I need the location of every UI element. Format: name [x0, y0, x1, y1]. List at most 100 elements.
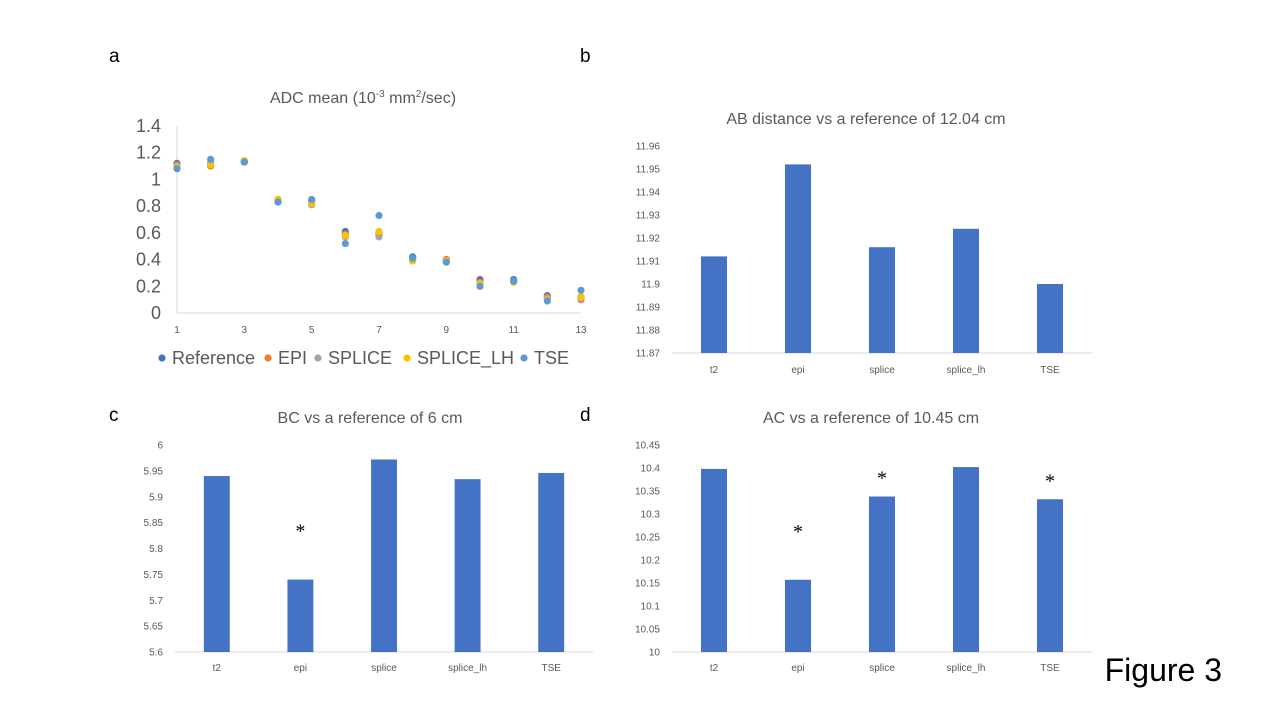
chart-d-bar-TSE: [1036, 499, 1064, 652]
chart-c-x-tick: splice: [371, 663, 397, 674]
chart-c-bar-TSE: [538, 472, 565, 652]
chart-c-y-tick: 5.8: [149, 544, 163, 555]
chart-d-y-tick: 10.45: [635, 441, 660, 452]
chart-a-point-tse: [510, 277, 518, 285]
chart-d-bar-epi: [784, 579, 812, 652]
chart-c-title: BC vs a reference of 6 cm: [278, 410, 463, 427]
panel-letter-d: d: [580, 405, 591, 426]
chart-c-y-tick: 5.85: [144, 518, 164, 529]
chart-a-point-splice: [375, 233, 383, 241]
chart-c-y-tick: 5.6: [149, 648, 163, 659]
chart-b-y-tick: 11.87: [636, 349, 661, 360]
chart-a-y-tick: 1: [151, 169, 161, 189]
chart-a-x-tick: 1: [174, 325, 180, 336]
chart-d-significance-marker: *: [793, 521, 803, 543]
chart-c-y-tick: 5.95: [144, 466, 164, 477]
chart-a-point-tse: [409, 254, 417, 262]
chart-d-bar-splice: [868, 496, 896, 652]
chart-d-x-tick: TSE: [1040, 663, 1060, 674]
chart-a-point-tse: [173, 165, 181, 173]
chart-a-point-tse: [577, 286, 585, 294]
chart-b-x-tick: epi: [791, 365, 804, 376]
chart-a-point-splice_lh: [577, 293, 585, 301]
chart-d-title: AC vs a reference of 10.45 cm: [763, 410, 979, 427]
chart-a-y-tick: 0.8: [136, 196, 161, 216]
chart-a-legend-marker-reference: [158, 354, 166, 362]
chart-d-y-tick: 10.35: [635, 487, 660, 498]
chart-a-legend-marker-splice: [314, 354, 322, 362]
chart-c-bar-epi: [287, 579, 314, 652]
chart-a-y-tick: 0.2: [136, 276, 161, 296]
chart-c-bar-splice_lh: [454, 479, 481, 652]
chart-c-x-tick: t2: [213, 663, 222, 674]
chart-a-point-tse: [207, 155, 215, 163]
chart-b-bar-epi: [784, 164, 812, 353]
chart-a-legend-label-splice: SPLICE: [328, 348, 392, 368]
chart-a-point-tse: [442, 258, 450, 266]
chart-d-y-tick: 10.15: [635, 579, 660, 590]
chart-d-x-tick: t2: [710, 663, 719, 674]
chart-b-bar-t2: [700, 256, 728, 353]
chart-a-x-tick: 9: [444, 325, 450, 336]
chart-a-legend-label-tse: TSE: [534, 348, 569, 368]
chart-b-y-tick: 11.96: [636, 142, 661, 153]
chart-a-legend-label-epi: EPI: [278, 348, 307, 368]
chart-d-y-tick: 10.3: [641, 510, 661, 521]
chart-a-legend-marker-tse: [520, 354, 528, 362]
chart-b-x-tick: splice_lh: [947, 365, 986, 376]
chart-a-point-tse: [543, 297, 551, 305]
figure-label: Figure 3: [1104, 652, 1222, 688]
chart-d-x-tick: epi: [791, 663, 804, 674]
chart-b-title: AB distance vs a reference of 12.04 cm: [726, 111, 1005, 128]
chart-b-x-tick: splice: [869, 365, 895, 376]
chart-b-y-tick: 11.94: [636, 188, 661, 199]
chart-a-y-tick: 0: [151, 303, 161, 323]
chart-a-point-splice_lh: [207, 161, 215, 169]
chart-b-y-tick: 11.88: [636, 326, 661, 337]
chart-a-x-tick: 3: [242, 325, 248, 336]
chart-a-x-tick: 5: [309, 325, 315, 336]
chart-b-y-tick: 11.91: [636, 257, 661, 268]
chart-d-x-tick: splice: [869, 663, 895, 674]
chart-b-x-tick: TSE: [1040, 365, 1060, 376]
chart-b-y-tick: 11.92: [636, 234, 661, 245]
chart-a-point-tse: [274, 198, 282, 206]
chart-b-bar-splice_lh: [952, 228, 980, 353]
chart-c-y-tick: 5.7: [149, 596, 163, 607]
chart-c-x-tick: epi: [294, 663, 307, 674]
chart-b-y-tick: 11.95: [636, 165, 661, 176]
chart-b-y-tick: 11.89: [636, 303, 661, 314]
chart-d-significance-marker: *: [1045, 470, 1055, 492]
chart-a-y-tick: 1.2: [136, 143, 161, 163]
chart-c-y-tick: 5.75: [144, 570, 164, 581]
chart-a-legend-label-reference: Reference: [172, 348, 255, 368]
chart-c-y-tick: 5.9: [149, 492, 163, 503]
chart-d-significance-marker: *: [877, 468, 887, 490]
chart-d-y-tick: 10.05: [635, 625, 660, 636]
chart-c-x-tick: TSE: [541, 663, 561, 674]
chart-b-y-tick: 11.9: [641, 280, 660, 291]
chart-c-bar-splice: [371, 459, 397, 652]
chart-a-point-tse: [341, 239, 349, 248]
chart-a-x-tick: 13: [575, 325, 587, 336]
panel-letter-c: c: [109, 405, 119, 426]
chart-a-x-tick: 11: [508, 325, 519, 336]
chart-c-y-tick: 6: [157, 441, 163, 452]
chart-c-significance-marker: *: [295, 521, 305, 543]
chart-d-y-tick: 10.25: [635, 533, 660, 544]
panel-letter-a: a: [109, 46, 120, 67]
chart-a-point-tse: [308, 195, 316, 204]
chart-d-y-tick: 10: [649, 648, 661, 659]
chart-a-x-tick: 7: [376, 325, 382, 336]
chart-a-point-splice_lh: [375, 227, 383, 236]
chart-d-y-tick: 10.2: [641, 556, 661, 567]
chart-a-y-tick: 0.4: [136, 250, 161, 270]
chart-d-y-tick: 10.4: [641, 464, 661, 475]
chart-b-bar-splice: [868, 247, 896, 353]
chart-a-point-tse: [240, 158, 248, 166]
chart-a-point-tse: [476, 282, 484, 290]
chart-a-legend-marker-splice_lh: [403, 354, 411, 362]
chart-c-y-tick: 5.65: [144, 622, 164, 633]
chart-a-point-tse: [375, 211, 383, 220]
